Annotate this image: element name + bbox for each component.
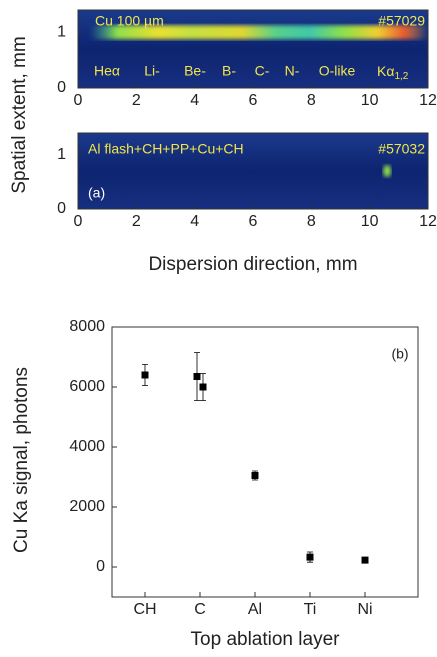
annotation: C- <box>255 63 270 79</box>
x-tick-label: Al <box>248 601 262 618</box>
x-tick-label: 4 <box>190 213 199 230</box>
annotation: B- <box>222 63 236 79</box>
annotation: (b) <box>391 346 408 362</box>
y-tick-label: 1 <box>57 146 66 163</box>
annotation: Al flash+CH+PP+Cu+CH <box>88 141 244 157</box>
y-tick-label: 0 <box>57 79 66 96</box>
x-tick-label: 0 <box>74 213 83 230</box>
y-tick-label: 2000 <box>69 498 105 515</box>
y-tick-label: 6000 <box>69 378 105 395</box>
annotation: Li- <box>144 63 160 79</box>
x-tick-label: 10 <box>361 213 379 230</box>
x-tick-label: C <box>194 601 206 618</box>
data-point <box>251 472 259 479</box>
x-tick-label: 8 <box>307 213 316 230</box>
x-tick-label: 6 <box>249 92 258 109</box>
x-tick-label: 8 <box>307 92 316 109</box>
image-background <box>78 10 428 88</box>
x-tick-label: 0 <box>74 92 83 109</box>
emission-spot <box>383 165 392 177</box>
y-tick-label: 1 <box>57 24 66 41</box>
y-tick-label: 0 <box>57 200 66 217</box>
data-point <box>141 371 149 379</box>
annotation: Heα <box>94 63 120 79</box>
data-point <box>193 373 201 380</box>
annotation: O-like <box>319 63 356 79</box>
x-axis-label: Dispersion direction, mm <box>148 254 357 275</box>
annotation: (a) <box>88 185 105 201</box>
annotation: N- <box>285 63 300 79</box>
y-tick-label: 0 <box>96 558 105 575</box>
annotation: Cu 100 µm <box>95 13 164 29</box>
annotation: #57029 <box>378 13 425 29</box>
annotation: Be- <box>184 63 206 79</box>
annotation: Kα1,2 <box>377 63 409 82</box>
emission-band <box>90 25 428 40</box>
x-tick-label: 2 <box>132 92 141 109</box>
annotation-main: Kα <box>377 63 394 79</box>
data-point <box>199 383 207 391</box>
x-tick-label: 4 <box>190 92 199 109</box>
x-axis-label: Top ablation layer <box>191 629 341 650</box>
x-tick-label: 10 <box>361 92 379 109</box>
plot-frame <box>111 326 419 598</box>
annotation-subscript: 1,2 <box>394 71 408 82</box>
x-tick-label: 12 <box>419 213 437 230</box>
y-axis-label: Spatial extent, mm <box>9 36 30 193</box>
annotation: #57032 <box>378 141 425 157</box>
x-tick-label: Ni <box>357 601 372 618</box>
image-background <box>78 133 428 209</box>
y-axis-label: Cu Ka signal, photons <box>11 367 32 553</box>
x-tick-label: 2 <box>132 213 141 230</box>
data-point <box>306 553 314 561</box>
y-tick-label: 4000 <box>69 438 105 455</box>
x-tick-label: 6 <box>249 213 258 230</box>
y-tick-label: 8000 <box>69 318 105 335</box>
data-point <box>361 556 369 564</box>
x-tick-label: CH <box>133 601 156 618</box>
x-tick-label: Ti <box>304 601 317 618</box>
x-tick-label: 12 <box>419 92 437 109</box>
